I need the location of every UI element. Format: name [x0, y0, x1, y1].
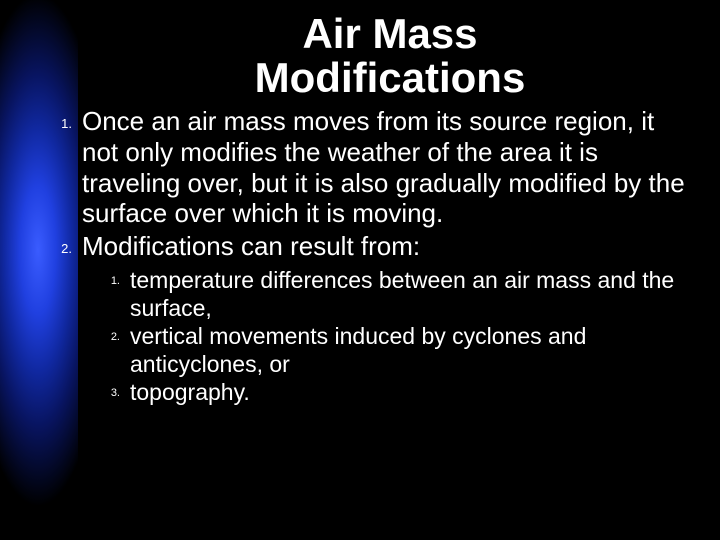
list-item: 1. temperature differences between an ai…: [96, 266, 692, 322]
slide-content: Air Mass Modifications 1. Once an air ma…: [0, 0, 720, 540]
item-text: Modifications can result from:: [82, 231, 420, 262]
item-number: 2.: [96, 322, 130, 343]
item-text: topography.: [130, 378, 250, 406]
list-item: 1. Once an air mass moves from its sourc…: [40, 106, 692, 229]
item-number: 2.: [40, 231, 82, 256]
list-item: 2. vertical movements induced by cyclone…: [96, 322, 692, 378]
inner-list: 1. temperature differences between an ai…: [0, 264, 720, 406]
item-number: 3.: [96, 378, 130, 399]
item-text: vertical movements induced by cyclones a…: [130, 322, 692, 378]
item-text: temperature differences between an air m…: [130, 266, 692, 322]
title-line-2: Modifications: [255, 54, 526, 101]
list-item: 3. topography.: [96, 378, 692, 406]
item-text: Once an air mass moves from its source r…: [82, 106, 692, 229]
item-number: 1.: [40, 106, 82, 131]
list-item: 2. Modifications can result from:: [40, 231, 692, 262]
title-line-1: Air Mass: [302, 10, 477, 57]
slide-title: Air Mass Modifications: [0, 0, 720, 100]
outer-list: 1. Once an air mass moves from its sourc…: [0, 100, 720, 261]
item-number: 1.: [96, 266, 130, 287]
